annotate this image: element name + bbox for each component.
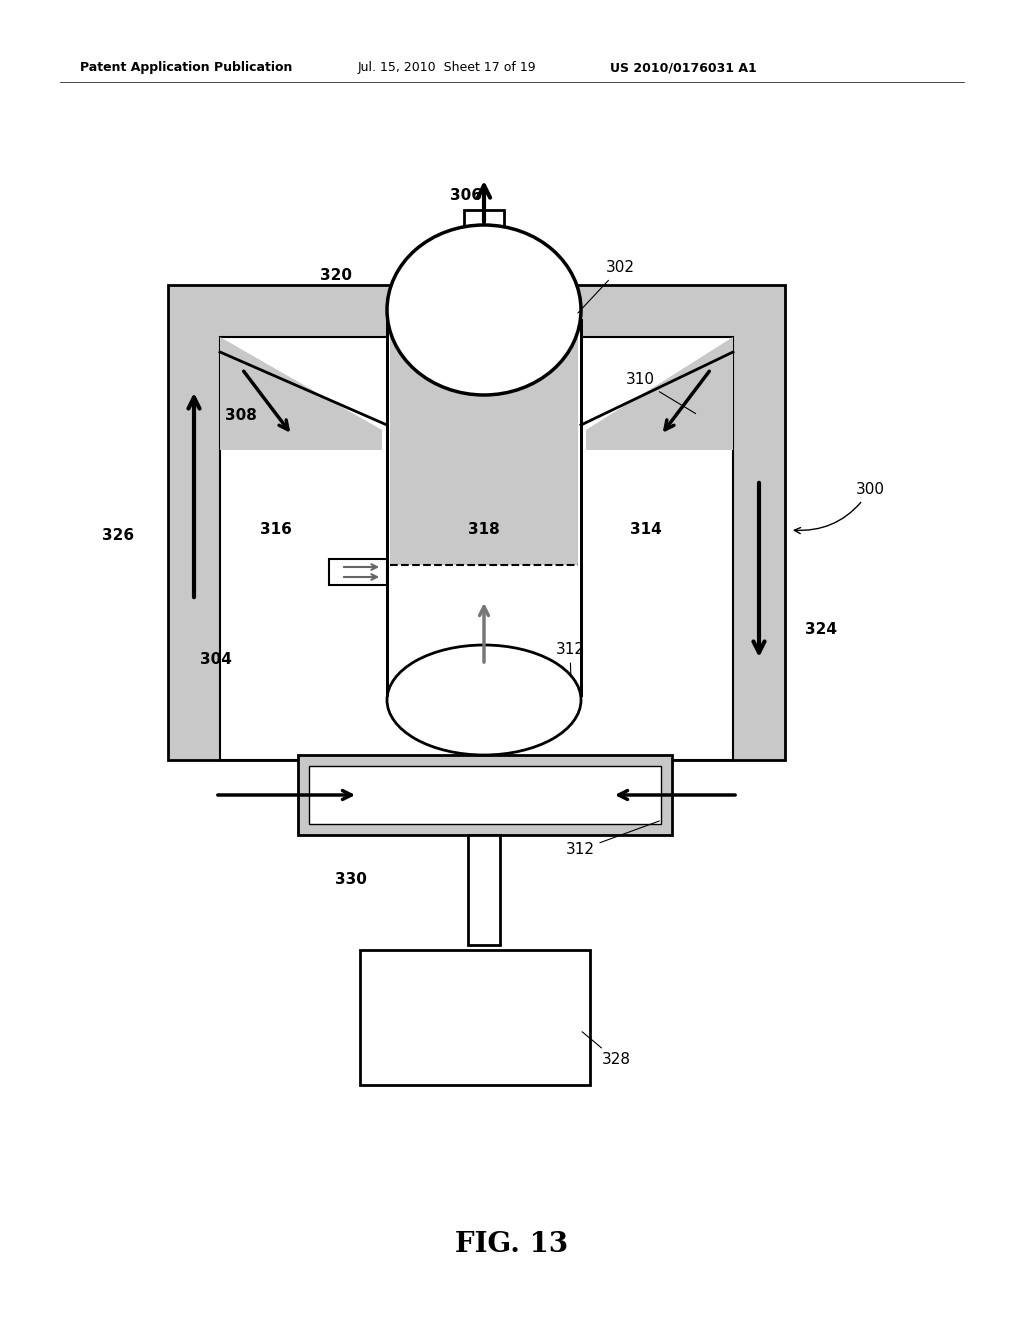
Text: 320: 320	[319, 268, 352, 282]
Polygon shape	[586, 337, 733, 450]
Ellipse shape	[387, 645, 581, 755]
Bar	[168, 285, 785, 760]
Text: Jul. 15, 2010  Sheet 17 of 19: Jul. 15, 2010 Sheet 17 of 19	[358, 62, 537, 74]
Bar	[298, 755, 672, 836]
Text: 328: 328	[582, 1032, 631, 1068]
Bar	[309, 766, 662, 824]
Bar	[390, 319, 578, 565]
Text: 316: 316	[260, 523, 292, 537]
Text: 302: 302	[578, 260, 635, 313]
Text: 326: 326	[102, 528, 134, 543]
Text: 312: 312	[565, 821, 659, 858]
Text: US 2010/0176031 A1: US 2010/0176031 A1	[610, 62, 757, 74]
Bar	[468, 836, 500, 945]
Bar	[387, 319, 581, 696]
Text: 330: 330	[335, 873, 367, 887]
Text: 314: 314	[630, 523, 662, 537]
Bar	[329, 558, 387, 585]
Text: 312: 312	[555, 643, 585, 677]
Text: 308: 308	[225, 408, 257, 422]
Text: 310: 310	[626, 372, 695, 413]
Text: 318: 318	[468, 523, 500, 537]
Text: 324: 324	[805, 623, 837, 638]
Ellipse shape	[387, 224, 581, 395]
Bar	[360, 950, 590, 1085]
Text: 304: 304	[200, 652, 231, 668]
Text: Patent Application Publication: Patent Application Publication	[80, 62, 293, 74]
Text: FIG. 13: FIG. 13	[456, 1232, 568, 1258]
Bar	[220, 337, 733, 760]
Bar	[464, 210, 504, 310]
Text: 300: 300	[795, 483, 885, 533]
Polygon shape	[220, 337, 382, 450]
Text: 306: 306	[450, 187, 482, 202]
